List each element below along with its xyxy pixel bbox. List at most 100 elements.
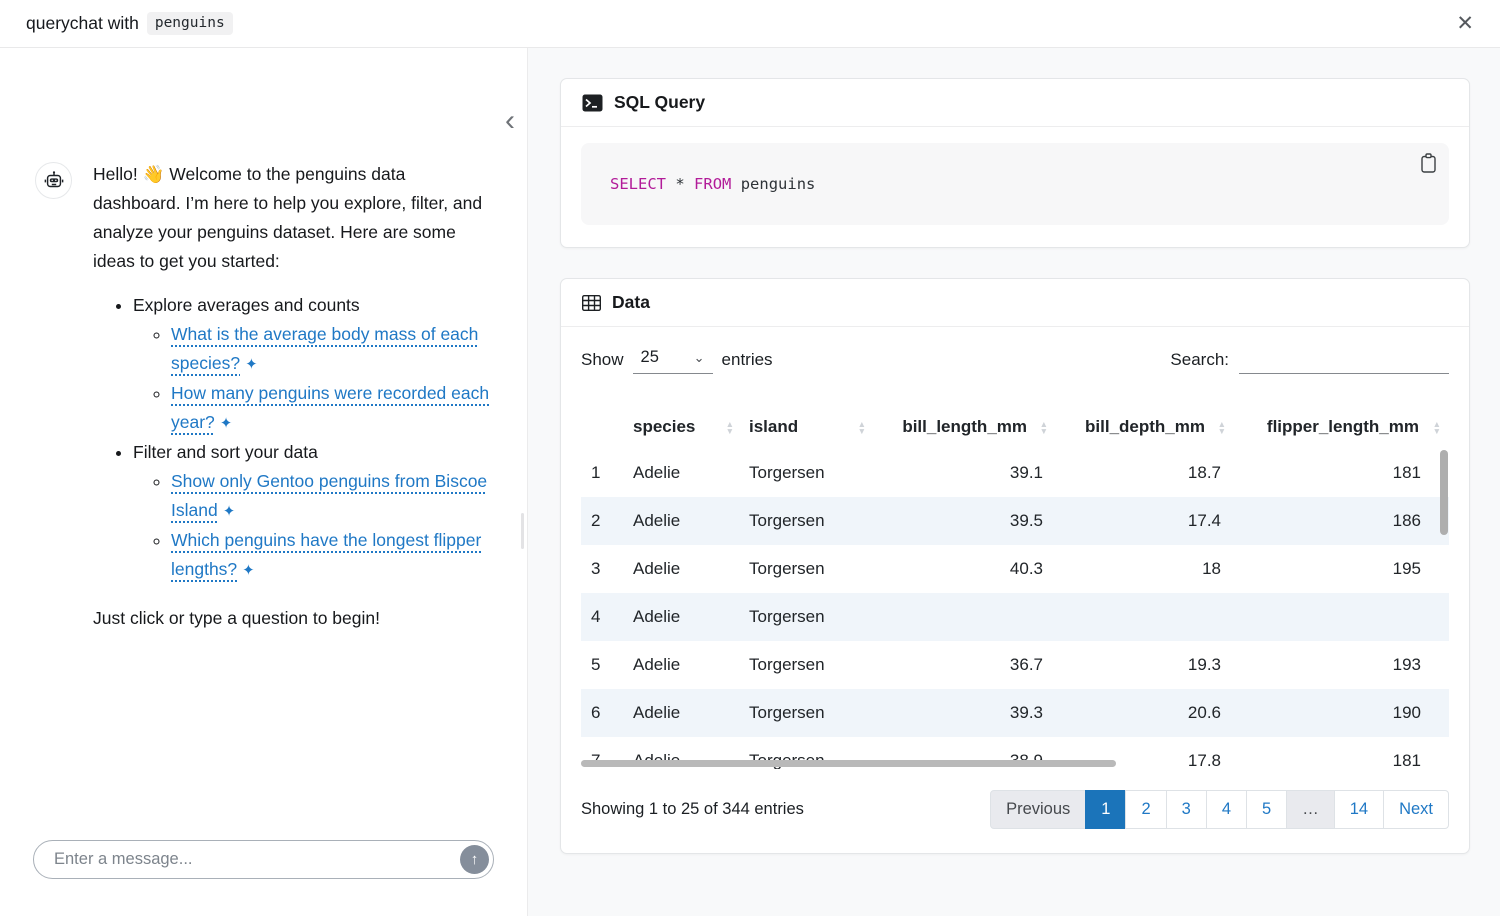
closing-message: Just click or type a question to begin! [93, 608, 380, 628]
cell-row-number: 6 [591, 703, 601, 722]
cell-bill-depth: 17.8 [1187, 751, 1221, 769]
suggestion-link[interactable]: What is the average body mass of each sp… [171, 324, 479, 373]
table-horizontal-scrollbar[interactable] [581, 760, 1116, 767]
sort-icon[interactable]: ▲ ▼ [1432, 418, 1441, 437]
data-card-header: Data [561, 279, 1469, 327]
cell-island: Torgersen [749, 655, 825, 674]
send-button[interactable]: ↑ [460, 845, 489, 874]
chat-input-row: ↑ [33, 840, 494, 879]
search-label: Search: [1170, 349, 1229, 369]
search-input[interactable] [1239, 345, 1449, 374]
data-card: Data Show 25 ⌄ entries Search: [560, 278, 1470, 854]
sort-icon[interactable]: ▲ ▼ [725, 418, 734, 437]
assistant-message: Hello! 👋 Welcome to the penguins data da… [35, 160, 497, 633]
cell-island: Torgersen [749, 463, 825, 482]
cell-species: Adelie [633, 703, 681, 722]
table-footer: Showing 1 to 25 of 344 entries Previous … [581, 790, 1449, 829]
sparkle-icon[interactable]: ✦ [219, 415, 233, 432]
cell-island: Torgersen [749, 559, 825, 578]
collapse-sidebar-icon[interactable]: ‹ [505, 104, 515, 137]
show-label: Show [581, 349, 624, 369]
column-header-island[interactable]: island ▲ ▼ [749, 417, 866, 437]
close-icon[interactable]: ✕ [1456, 12, 1474, 35]
column-header-bill-depth[interactable]: bill_depth_mm ▲ ▼ [1085, 417, 1226, 437]
cell-row-number: 5 [591, 655, 601, 674]
sparkle-icon[interactable]: ✦ [242, 562, 255, 579]
suggestion-link[interactable]: Show only Gentoo penguins from Biscoe Is… [171, 471, 488, 520]
sparkle-icon[interactable]: ✦ [245, 356, 258, 373]
search-control: Search: [1170, 345, 1449, 374]
pagination: Previous 1 2 3 4 5 … 14 Next [990, 790, 1449, 829]
terminal-icon [582, 94, 603, 111]
sql-query-card: SQL Query SELECT * FROM penguins [560, 78, 1470, 248]
copy-icon[interactable] [1420, 153, 1437, 174]
suggestion-group-label: Filter and sort your data [133, 442, 318, 462]
message-input[interactable] [33, 840, 494, 879]
page-button-2[interactable]: 2 [1125, 790, 1167, 829]
cell-flipper-length: 181 [1392, 751, 1421, 769]
suggestion-link[interactable]: How many penguins were recorded each yea… [171, 383, 490, 432]
cell-bill-depth: 18.7 [1187, 463, 1221, 482]
page-button-3[interactable]: 3 [1165, 790, 1207, 829]
cell-bill-length: 39.1 [1009, 463, 1043, 482]
cell-row-number: 4 [591, 607, 601, 626]
table-vertical-scrollbar[interactable] [1440, 450, 1448, 535]
cell-island: Torgersen [749, 703, 825, 722]
cell-bill-length: 40.3 [1009, 559, 1043, 578]
column-header-flipper-length[interactable]: flipper_length_mm ▲ ▼ [1266, 417, 1441, 437]
sidebar-scrollbar[interactable] [521, 513, 524, 549]
cell-bill-depth: 18 [1202, 559, 1221, 578]
page-button-5[interactable]: 5 [1246, 790, 1288, 829]
chevron-down-icon: ⌄ [693, 349, 705, 365]
main-content: SQL Query SELECT * FROM penguins [528, 48, 1500, 916]
cell-bill-length [871, 593, 1053, 641]
welcome-message: Hello! 👋 Welcome to the penguins data da… [93, 164, 483, 271]
page-button-14[interactable]: 14 [1333, 790, 1385, 829]
table-controls: Show 25 ⌄ entries Search: [581, 345, 1449, 374]
sql-card-header: SQL Query [561, 79, 1469, 127]
sql-table-name: penguins [740, 175, 816, 193]
sql-card-title: SQL Query [614, 92, 706, 112]
previous-page-button[interactable]: Previous [990, 790, 1087, 829]
sort-icon[interactable]: ▲ ▼ [857, 418, 866, 437]
cell-row-number: 3 [591, 559, 601, 578]
data-card-title: Data [612, 292, 650, 312]
cell-island: Torgersen [749, 607, 825, 626]
cell-flipper-length [1231, 593, 1449, 641]
main-layout: ‹ Hello! 👋 Welcome to the penguins data … [0, 48, 1500, 916]
cell-flipper-length: 193 [1392, 655, 1421, 674]
column-header-species[interactable]: species ▲ ▼ [633, 417, 734, 437]
page-size-value: 25 [640, 348, 659, 366]
page-button-1[interactable]: 1 [1085, 790, 1127, 829]
sql-keyword: SELECT [610, 175, 666, 193]
topbar: querychat with penguins ✕ [0, 0, 1500, 48]
cell-species: Adelie [633, 655, 681, 674]
cell-row-number: 2 [591, 511, 601, 530]
page-button-4[interactable]: 4 [1205, 790, 1248, 829]
next-page-button[interactable]: Next [1383, 790, 1449, 829]
sparkle-icon[interactable]: ✦ [222, 503, 236, 520]
suggestion-link[interactable]: Which penguins have the longest flipper … [171, 530, 482, 579]
send-arrow-icon: ↑ [470, 851, 479, 868]
list-item: Show only Gentoo penguins from Biscoe Is… [171, 467, 497, 526]
table-header-row: species ▲ ▼ island ▲ ▼ bill_length_mm ▲ ▼ bill… [581, 408, 1449, 449]
sort-icon[interactable]: ▲ ▼ [1039, 418, 1048, 437]
entries-summary: Showing 1 to 25 of 344 entries [581, 800, 804, 818]
chat-sidebar: ‹ Hello! 👋 Welcome to the penguins data … [0, 48, 528, 916]
sort-icon[interactable]: ▲ ▼ [1217, 418, 1226, 437]
cell-island: Torgersen [749, 511, 825, 530]
list-item: How many penguins were recorded each yea… [171, 379, 497, 438]
data-table: species ▲ ▼ island ▲ ▼ bill_length_mm ▲ ▼ bill… [581, 408, 1449, 769]
data-table-wrap: species ▲ ▼ island ▲ ▼ bill_length_mm ▲ ▼ bill… [581, 408, 1449, 769]
column-header-bill-length[interactable]: bill_length_mm ▲ ▼ [902, 417, 1048, 437]
table-row: 5 Adelie Torgersen 36.7 19.3 193 [581, 641, 1449, 689]
pagination-ellipsis: … [1286, 790, 1335, 829]
page-size-select[interactable]: 25 ⌄ [632, 345, 713, 374]
sql-star: * [675, 175, 685, 193]
suggestion-group-label: Explore averages and counts [133, 295, 360, 315]
suggestion-group: Explore averages and counts What is the … [133, 291, 497, 438]
cell-bill-depth [1053, 593, 1231, 641]
suggestion-list: Explore averages and counts What is the … [93, 291, 497, 585]
sql-code: SELECT * FROM penguins [610, 175, 815, 193]
table-icon [582, 294, 601, 311]
